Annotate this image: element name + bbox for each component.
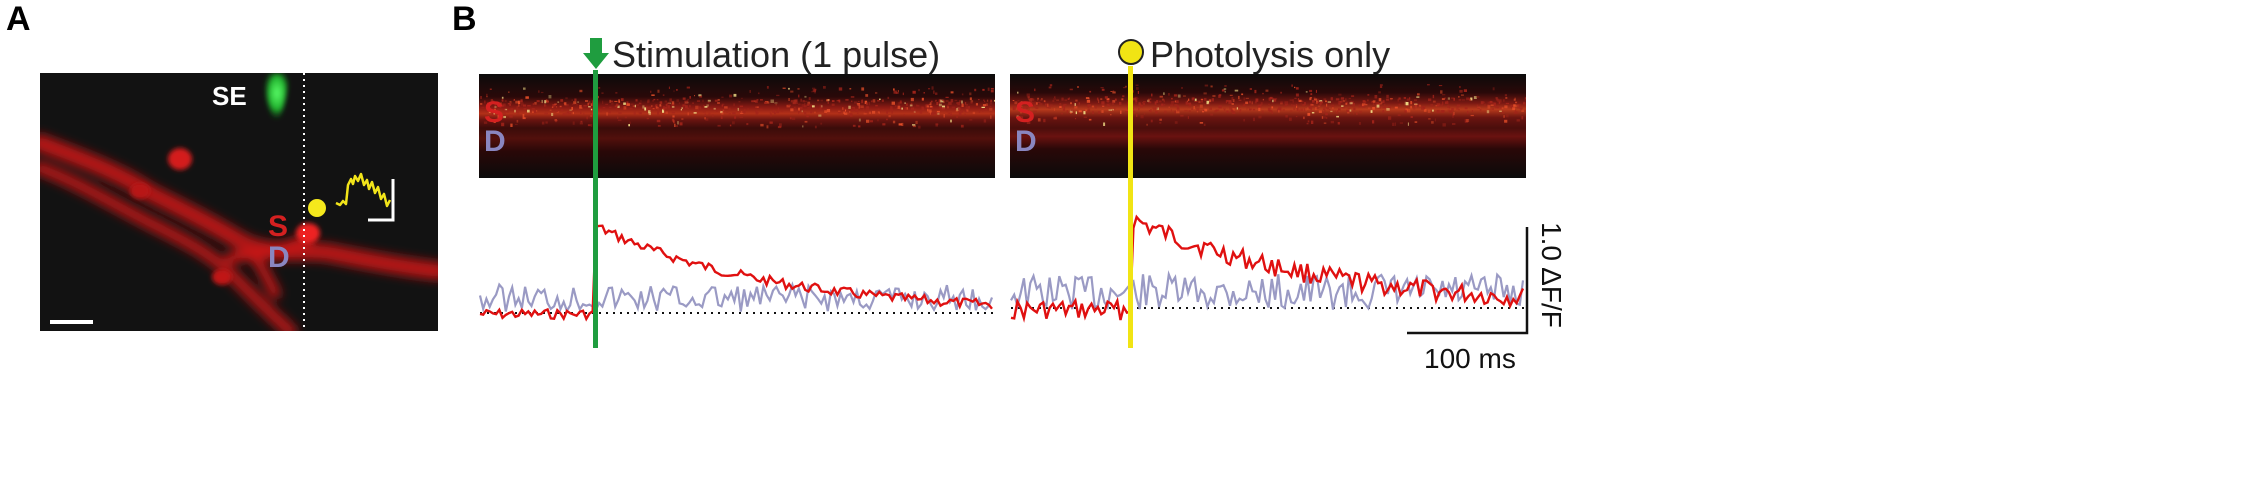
scale-bar	[1407, 227, 1529, 335]
spine-trace-left	[479, 224, 993, 322]
uncaging-spot-icon	[308, 199, 326, 217]
spine-trace-right	[1010, 214, 1525, 323]
traces-left	[478, 224, 994, 322]
micrograph-image: SE	[40, 73, 438, 331]
scale-df-label-wrap: 1.0 ΔF/F	[1536, 222, 1567, 328]
photolysis-line	[1128, 66, 1133, 348]
panel-letter-a: A	[6, 0, 31, 38]
kymograph-right	[1010, 74, 1526, 178]
stimulation-line	[593, 70, 598, 348]
dendrite-trace-right	[1010, 270, 1525, 311]
right-title: Photolysis only	[1150, 34, 1391, 75]
b-right-d-label: D	[1015, 125, 1037, 158]
se-label: SE	[212, 81, 247, 111]
yellow-circle-icon	[1118, 39, 1144, 65]
kymograph-left	[479, 74, 995, 178]
scale-df-label: 1.0 ΔF/F	[1536, 222, 1567, 328]
a-s-label: S	[268, 210, 289, 243]
b-right-s-label: S	[1015, 96, 1036, 129]
b-left-d-label: D	[484, 125, 506, 158]
scale-time-label: 100 ms	[1424, 343, 1516, 374]
b-left-s-label: S	[484, 96, 505, 129]
dendrite-trace-left	[478, 281, 994, 314]
green-down-arrow-icon	[583, 38, 609, 69]
left-title: Stimulation (1 pulse)	[612, 34, 941, 75]
panel-letter-b: B	[452, 0, 477, 38]
traces-right	[1010, 214, 1525, 323]
a-d-label: D	[268, 241, 290, 274]
